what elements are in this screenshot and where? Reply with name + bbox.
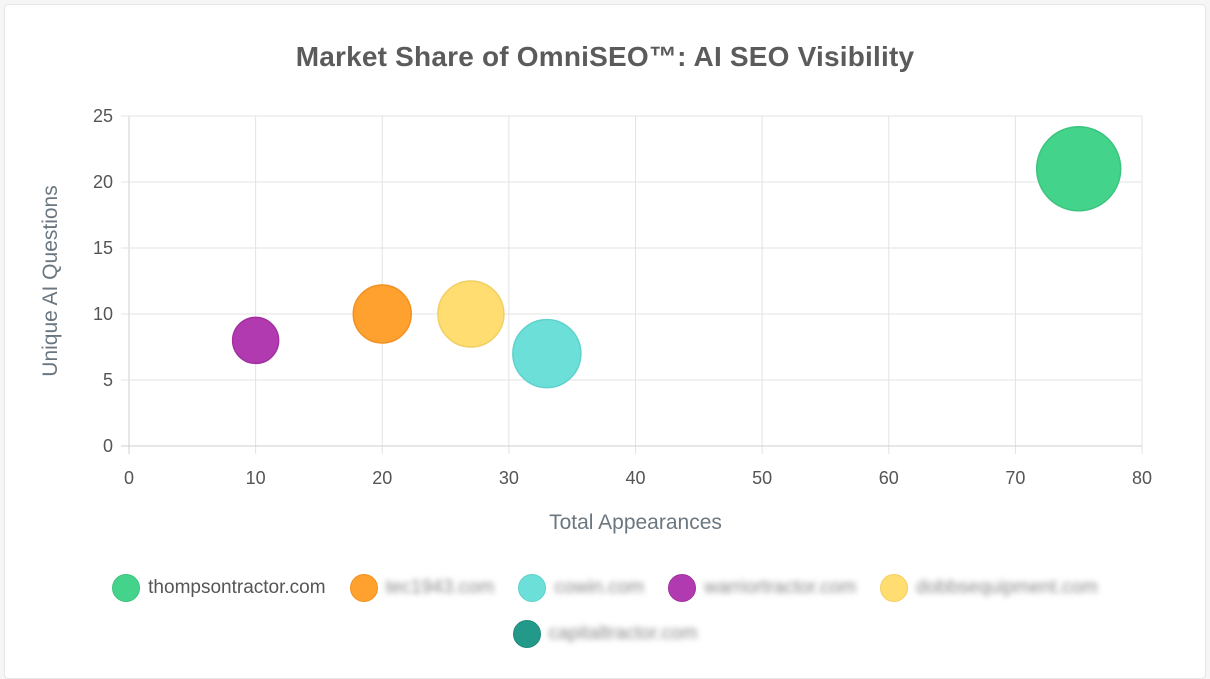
legend-label: capitaltractor.com — [548, 623, 698, 644]
y-axis-label: Unique AI Questions — [39, 185, 62, 376]
y-tick-label: 0 — [103, 436, 113, 456]
legend: thompsontractor.com tec1943.com cowin.com w… — [45, 571, 1165, 651]
legend-swatch — [512, 620, 541, 648]
legend-item[interactable]: tec1943.com — [349, 571, 495, 605]
x-tick-label: 10 — [246, 468, 266, 488]
bubble-chart: 0 10 20 30 40 50 60 70 80 0 5 10 15 20 25 Total Appear… — [39, 106, 1152, 534]
x-tick-label: 80 — [1132, 468, 1152, 488]
legend-item[interactable]: cowin.com — [518, 571, 644, 605]
y-tick-label: 20 — [93, 172, 113, 192]
legend-swatch — [880, 574, 909, 602]
legend-swatch — [112, 574, 141, 602]
x-tick-label: 30 — [499, 468, 519, 488]
bubbles — [231, 126, 1122, 389]
bubble-cowin-com — [512, 318, 582, 389]
legend-item[interactable]: dobbsequipment.com — [880, 571, 1098, 605]
y-tick-label: 5 — [103, 370, 113, 390]
legend-label: thompsontractor.com — [148, 577, 326, 598]
x-tick-label: 20 — [372, 468, 392, 488]
legend-swatch — [349, 574, 378, 602]
bubble-dobbsequipment-com — [437, 280, 505, 348]
x-tick-label: 60 — [879, 468, 899, 488]
legend-label: cowin.com — [554, 577, 645, 598]
legend-item[interactable]: capitaltractor.com — [512, 617, 698, 651]
x-axis-label: Total Appearances — [549, 511, 722, 534]
legend-swatch — [668, 574, 697, 602]
tick-labels: 0 10 20 30 40 50 60 70 80 0 5 10 15 20 25 — [93, 106, 1152, 488]
legend-swatch — [518, 574, 547, 602]
legend-item[interactable]: warriortractor.com — [668, 571, 856, 605]
y-tick-label: 15 — [93, 238, 113, 258]
x-tick-label: 70 — [1005, 468, 1025, 488]
x-tick-label: 50 — [752, 468, 772, 488]
y-tick-label: 10 — [93, 304, 113, 324]
legend-item[interactable]: thompsontractor.com — [112, 571, 326, 605]
bubble-thompsontractor-com — [1035, 126, 1122, 212]
legend-label: dobbsequipment.com — [916, 577, 1098, 598]
chart-title: Market Share of OmniSEO™: AI SEO Visibil… — [295, 41, 915, 72]
chart-card: Market Share of OmniSEO™: AI SEO Visibil… — [4, 4, 1206, 679]
bubble-warriortractor-com — [231, 316, 280, 365]
bubble-tec1943-com — [352, 284, 412, 344]
x-tick-label: 0 — [124, 468, 134, 488]
x-tick-label: 40 — [625, 468, 645, 488]
legend-label: tec1943.com — [385, 577, 495, 598]
grid-lines — [121, 115, 1143, 454]
y-tick-label: 25 — [93, 106, 113, 126]
legend-label: warriortractor.com — [704, 577, 857, 598]
